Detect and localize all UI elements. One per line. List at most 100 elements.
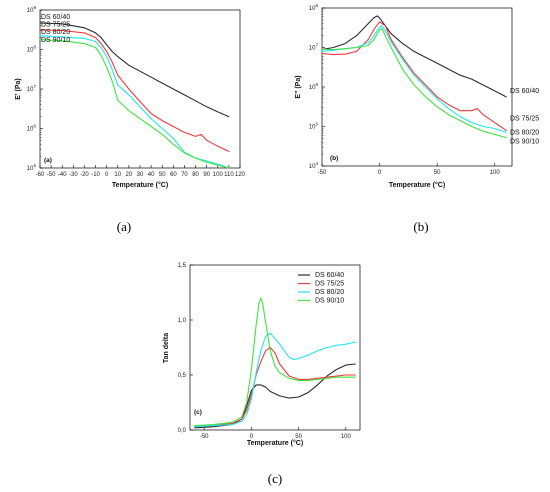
panel-b-x-tick-label: -50 xyxy=(318,170,327,176)
series-end-label: DS 80/20 xyxy=(510,129,539,136)
panel-b-series-line-9010 xyxy=(321,27,507,139)
panel-c-x-tick-label: 0 xyxy=(250,434,254,440)
panel-a-x-axis-label: Temperature (°C) xyxy=(112,181,168,189)
tick-base: 10 xyxy=(27,127,34,133)
panel-c-x-axis-label: Temperature (°C) xyxy=(247,439,303,447)
panel-b-x-tick-label: 50 xyxy=(434,170,441,176)
legend-entry-label: DS 60/40 xyxy=(315,272,344,279)
series-end-label: DS 90/10 xyxy=(510,139,539,146)
tick-base: 10 xyxy=(309,46,316,52)
panel-c-tag: (c) xyxy=(194,409,202,416)
tick-exponent: 7 xyxy=(315,43,318,48)
tick-exponent: 5 xyxy=(33,163,36,168)
panel-c-series xyxy=(194,297,356,429)
panel-a-x-tick-label: -30 xyxy=(69,172,78,178)
panel-c-series-line-7525 xyxy=(194,346,356,428)
legend-entry-label: DS 80/20 xyxy=(41,29,70,36)
tick-exponent: 7 xyxy=(33,84,36,89)
tick-exponent: 4 xyxy=(315,161,318,166)
panel-a-x-tick-label: 60 xyxy=(170,172,177,178)
tick-base: 10 xyxy=(309,125,316,131)
tick-exponent: 6 xyxy=(315,82,318,87)
panel-a-tag: (a) xyxy=(44,157,52,164)
tick-exponent: 5 xyxy=(315,122,318,127)
tick-exponent: 8 xyxy=(33,45,36,50)
panel-a: -60 -50 -40 -30 -20 -10 0 10 20 30 40 50 60 70 80 90 100… xyxy=(15,5,246,234)
panel-c-series-line-9010 xyxy=(194,297,356,427)
panel-c-y-axis-label: Tan delta xyxy=(163,333,170,363)
panel-c-ticks: -50 0 50 100 0,0 0,5 1,0 1,5 xyxy=(178,263,352,440)
panel-a-x-tick-label: 20 xyxy=(126,172,133,178)
panel-b-y-tick-label: 108 xyxy=(309,3,319,12)
legend-entry-label: DS 75/25 xyxy=(41,22,70,29)
series-end-label: DS 60/40 xyxy=(510,88,539,95)
panel-a-x-tick-label: 100 xyxy=(213,172,224,178)
panel-a-x-tick-label: 0 xyxy=(105,172,109,178)
panel-b-plot-frame xyxy=(321,7,513,167)
series-end-label: DS 75/25 xyxy=(510,116,539,123)
panel-a-x-tick-label: -60 xyxy=(36,172,45,178)
panel-a-y-tick-label: 106 xyxy=(27,124,37,133)
panel-a-x-tick-label: 80 xyxy=(192,172,199,178)
panel-b-y-tick-label: 105 xyxy=(309,122,319,131)
panel-a-x-tick-label: 110 xyxy=(224,172,234,178)
panel-c-series-line-8020 xyxy=(194,332,356,428)
tick-base: 10 xyxy=(27,166,34,172)
legend-entry-label: DS 90/10 xyxy=(315,298,344,305)
panel-a-y-axis-label: E' (Pa) xyxy=(15,78,22,100)
panel-a-x-tick-label: -50 xyxy=(47,172,56,178)
tick-base: 10 xyxy=(27,48,34,54)
panel-b-series-labels: DS 60/40 DS 75/25 DS 80/20 DS 90/10 xyxy=(510,88,539,146)
panel-a-x-tick-label: 30 xyxy=(137,172,144,178)
panel-c-y-tick-label: 1,5 xyxy=(178,263,187,269)
panel-b-series-line-6040 xyxy=(321,15,507,98)
panel-a-caption: (a) xyxy=(117,219,131,234)
panel-a-x-tick-label: 10 xyxy=(114,172,121,178)
panel-c-x-tick-label: 100 xyxy=(341,434,352,440)
tick-base: 10 xyxy=(27,87,34,93)
panel-a-y-tick-label: 109 xyxy=(27,5,37,14)
panel-a-series-line-6040 xyxy=(39,22,230,118)
tick-base: 10 xyxy=(309,164,316,170)
panel-b-y-axis-label: E" (Pa) xyxy=(295,75,302,98)
panel-b-x-axis-label: Temperature (°C) xyxy=(389,181,445,189)
panel-c-y-tick-label: 0,5 xyxy=(178,373,187,379)
tick-base: 10 xyxy=(27,8,34,14)
panel-a-x-tick-label: -40 xyxy=(58,172,67,178)
tick-exponent: 9 xyxy=(33,5,36,10)
panel-a-x-tick-label: 50 xyxy=(159,172,166,178)
tick-exponent: 6 xyxy=(33,124,36,129)
panel-a-y-tick-label: 105 xyxy=(27,163,37,172)
legend-entry-label: DS 80/20 xyxy=(315,289,344,296)
legend-entry-label: DS 60/40 xyxy=(41,14,70,21)
panel-c-y-tick-label: 1,0 xyxy=(178,318,187,324)
panel-b-y-tick-label: 107 xyxy=(309,43,319,52)
panel-c-plot-frame xyxy=(189,264,361,431)
panel-a-x-tick-label: 40 xyxy=(148,172,155,178)
panel-b-series-line-7525 xyxy=(321,21,507,131)
panel-b-y-tick-label: 106 xyxy=(309,82,319,91)
panel-b-x-tick-label: 100 xyxy=(490,170,501,176)
panel-c-y-tick-label: 0,0 xyxy=(178,428,187,434)
panel-a-y-tick-label: 108 xyxy=(27,45,37,54)
panel-a-x-tick-label: 90 xyxy=(203,172,210,178)
panel-c-x-tick-label: -50 xyxy=(200,434,209,440)
panel-b-caption: (b) xyxy=(413,219,428,234)
legend-entry-label: DS 75/25 xyxy=(315,281,344,288)
panel-a-series xyxy=(39,22,230,169)
panel-a-y-tick-label: 107 xyxy=(27,84,37,93)
panel-b-tag: (b) xyxy=(330,155,338,162)
panel-c-x-tick-label: 50 xyxy=(295,434,302,440)
panel-b-series xyxy=(321,15,507,139)
panel-a-series-line-8020 xyxy=(39,35,230,169)
panel-a-x-tick-label: 70 xyxy=(181,172,188,178)
tick-exponent: 8 xyxy=(315,3,318,8)
panel-b-series-line-8020 xyxy=(321,25,507,133)
panel-a-x-tick-label: -20 xyxy=(80,172,89,178)
